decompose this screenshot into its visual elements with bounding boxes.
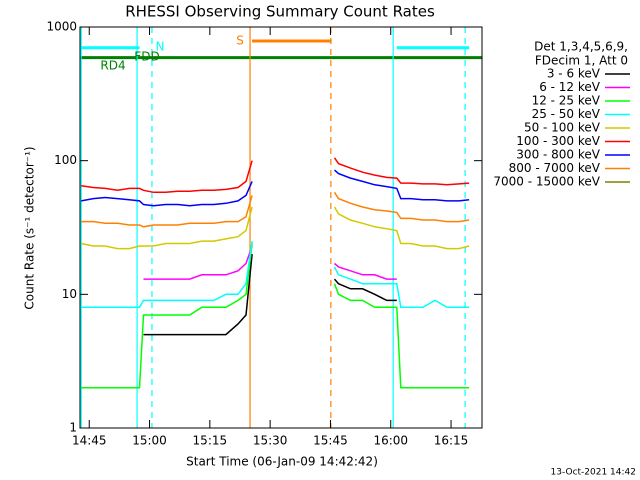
y-tick-label: 10 — [62, 287, 77, 301]
y-tick-label: 1 — [69, 421, 77, 435]
annotation: N — [156, 40, 165, 54]
legend-label: 800 - 7000 keV — [509, 161, 601, 175]
series-line — [81, 240, 470, 309]
annotation: RD4 — [100, 59, 125, 73]
legend-label: 12 - 25 keV — [532, 94, 601, 108]
x-tick-label: 15:30 — [253, 434, 288, 448]
series-line — [143, 254, 397, 336]
legend-title: FDecim 1, Att 0 — [535, 54, 628, 68]
x-axis-label: Start Time (06-Jan-09 14:42:42) — [186, 455, 378, 469]
x-tick-label: 15:45 — [313, 434, 348, 448]
y-axis-label: Count Rate (s⁻¹ detector⁻¹) — [23, 146, 37, 309]
x-tick-label: 14:45 — [72, 434, 107, 448]
annotation: FDD — [134, 50, 159, 64]
series-line — [143, 245, 397, 280]
legend-label: 6 - 12 keV — [539, 80, 601, 94]
series-line — [81, 169, 470, 207]
legend-label: 100 - 300 keV — [516, 134, 600, 148]
y-tick-label: 1000 — [46, 20, 77, 34]
series-line — [81, 243, 470, 389]
chart-title: RHESSI Observing Summary Count Rates — [125, 3, 435, 21]
legend-label: 300 - 800 keV — [516, 148, 600, 162]
legend-label: 50 - 100 keV — [524, 121, 601, 135]
series-line — [81, 206, 470, 250]
series-line — [81, 191, 470, 228]
legend-label: 7000 - 15000 keV — [493, 175, 600, 189]
legend-title: Det 1,3,4,5,6,9, — [534, 40, 628, 54]
x-tick-label: 16:15 — [434, 434, 469, 448]
y-tick-label: 100 — [54, 153, 77, 167]
x-tick-label: 15:00 — [132, 434, 167, 448]
footer: 13-Oct-2021 14:42 — [551, 468, 636, 478]
x-tick-label: 16:00 — [373, 434, 408, 448]
annotation: S — [236, 34, 244, 48]
series-line — [81, 157, 470, 194]
legend-label: 25 - 50 keV — [532, 107, 601, 121]
plot-frame — [79, 26, 483, 429]
legend-label: 3 - 6 keV — [547, 67, 601, 81]
x-tick-label: 15:15 — [193, 434, 228, 448]
